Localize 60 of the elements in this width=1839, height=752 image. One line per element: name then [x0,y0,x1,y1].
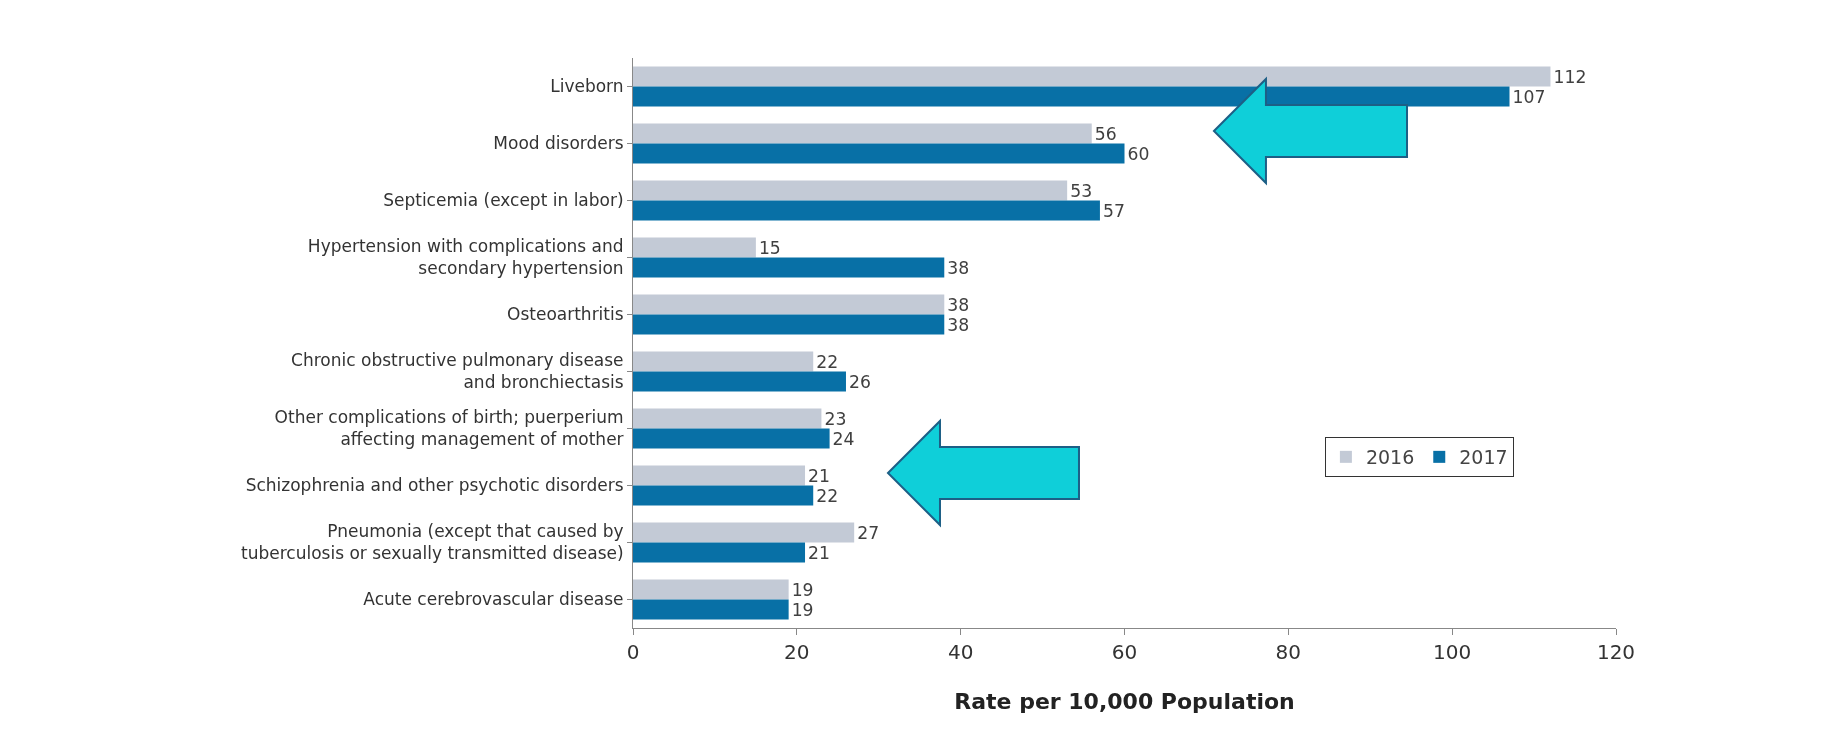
y-tick-label: Acute cerebrovascular disease [363,589,624,610]
data-label: 22 [816,485,839,506]
x-tick-label: 120 [1596,640,1636,664]
x-tick-label: 20 [784,640,810,664]
bar [633,294,945,315]
data-label: 21 [808,465,830,486]
data-label: 53 [1070,180,1093,201]
data-label: 107 [1512,86,1546,107]
x-tick-label: 100 [1433,640,1472,664]
x-axis-title: Rate per 10,000 Population [954,688,1295,714]
bar [633,485,814,506]
data-label: 38 [947,257,970,278]
y-tick-label: Osteoarthritis [507,304,624,325]
y-tick-label: Schizophrenia and other psychotic disorders [245,475,624,496]
bar [633,123,1092,144]
data-label: 57 [1102,200,1125,221]
data-label: 38 [947,294,970,315]
bar [633,314,945,335]
bar [633,542,806,563]
data-label: 23 [824,408,847,429]
data-label: 38 [947,314,970,335]
data-label: 22 [816,351,839,372]
x-tick-label: 40 [947,640,974,664]
bar [633,522,855,543]
data-label: 60 [1127,143,1150,164]
y-tick-label: Liveborn [550,76,624,97]
data-label: 24 [832,428,855,449]
bar [633,66,1551,87]
data-label: 19 [791,599,814,620]
bar [633,579,789,600]
bar [633,408,822,429]
data-label: 112 [1553,66,1587,87]
data-label: 27 [857,522,880,543]
bar [633,200,1100,221]
data-label: 26 [848,371,871,392]
x-tick-label: 60 [1111,640,1138,664]
bar [633,257,945,278]
bar [633,143,1125,164]
data-label: 19 [791,579,814,600]
bar [633,371,846,392]
y-tick-label: Pneumonia (except that caused by tuberculosis or sexually transmitted disease) [241,521,624,564]
bar [633,465,806,486]
x-tick-label: 80 [1275,640,1302,664]
data-label: 56 [1094,123,1117,144]
bar [633,599,789,620]
data-label: 15 [758,237,781,258]
y-tick-label: Hypertension with complications and secondary hypertension [307,236,624,279]
bar [633,237,756,258]
bar [633,86,1510,107]
bar [633,180,1068,201]
y-tick-label: Other complications of birth; puerperium affecting management of mother [274,407,624,450]
bar [633,351,814,372]
y-tick-label: Mood disorders [493,133,624,154]
legend-label: 2017 [1459,446,1508,469]
legend-label: 2016 [1365,446,1415,469]
data-label: 21 [808,542,830,563]
y-tick-label: Chronic obstructive pulmonary disease and bronchiectasis [291,350,624,393]
y-tick-label: Septicemia (except in labor) [383,190,624,211]
x-tick-label: 0 [626,640,640,664]
bar [633,428,830,449]
